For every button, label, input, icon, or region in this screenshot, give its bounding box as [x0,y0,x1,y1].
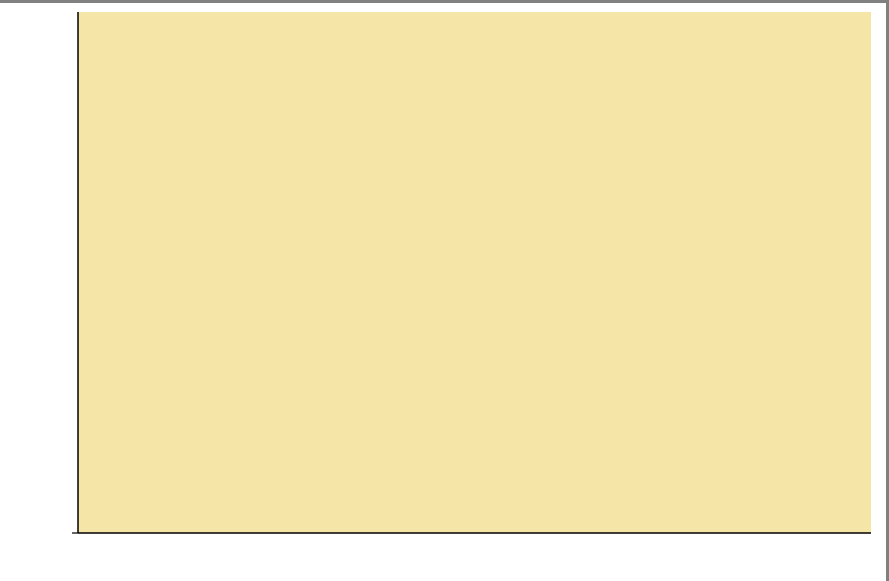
chart-svg [0,0,889,581]
acidity-chart [0,0,889,581]
plot-area [78,12,871,533]
